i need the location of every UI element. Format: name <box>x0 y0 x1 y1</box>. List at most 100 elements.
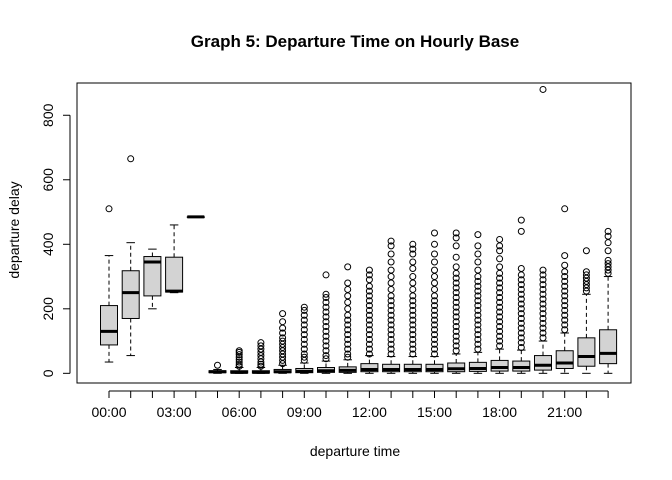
box-hour-11 <box>338 263 357 374</box>
outlier-point <box>517 314 525 322</box>
outlier-point <box>387 311 395 319</box>
outlier-point <box>452 289 460 297</box>
outlier-point <box>452 298 460 306</box>
outlier-point <box>604 239 612 247</box>
outlier-point <box>322 318 330 326</box>
outlier-point <box>344 321 352 329</box>
outlier-point <box>322 290 330 298</box>
outlier-point <box>452 253 460 261</box>
outlier-point <box>365 302 373 310</box>
x-axis-label: departure time <box>310 443 400 459</box>
outlier-point <box>387 335 395 343</box>
outlier-point <box>409 245 417 253</box>
outlier-point <box>431 273 438 281</box>
outlier-point <box>474 335 482 343</box>
outlier-point <box>300 331 308 339</box>
outlier-point <box>365 345 373 353</box>
outlier-point <box>474 306 482 314</box>
box-hour-18 <box>490 235 509 374</box>
outlier-point <box>387 237 395 245</box>
outlier-point <box>474 242 482 250</box>
outlier-point <box>517 227 525 235</box>
outlier-point <box>431 240 438 248</box>
outlier-point <box>235 347 243 355</box>
outlier-point <box>387 250 395 258</box>
outlier-point <box>561 302 569 310</box>
outlier-point <box>496 337 504 345</box>
box-hour-9 <box>295 303 314 374</box>
outlier-point <box>431 340 438 348</box>
plot-frame <box>76 82 632 384</box>
outlier-point <box>582 247 590 255</box>
outlier-point <box>279 310 287 318</box>
box-iqr <box>143 256 162 297</box>
outlier-point <box>517 344 525 352</box>
outlier-point <box>344 340 352 348</box>
outlier-point <box>365 316 373 324</box>
box-iqr <box>534 355 552 371</box>
box-hour-14 <box>403 240 422 374</box>
outlier-point <box>431 266 438 274</box>
outlier-point <box>365 266 373 274</box>
outlier-point <box>452 234 460 242</box>
outlier-point <box>365 287 373 295</box>
box-iqr <box>577 337 596 367</box>
outlier-point <box>279 329 287 337</box>
outlier-point <box>539 290 547 298</box>
outlier-point <box>300 321 308 329</box>
outlier-point <box>561 292 569 300</box>
outlier-point <box>344 316 352 324</box>
outlier-point <box>561 321 569 329</box>
outlier-point <box>539 329 547 337</box>
outlier-point <box>279 337 287 345</box>
outlier-point <box>452 332 460 340</box>
outlier-point <box>344 335 352 343</box>
outlier-point <box>496 308 504 316</box>
outlier-point <box>344 345 352 353</box>
outlier-point <box>496 303 504 311</box>
outlier-point <box>496 313 504 321</box>
outlier-point <box>344 263 352 271</box>
outlier-point <box>300 316 308 324</box>
outlier-point <box>561 306 569 314</box>
outlier-point <box>452 313 460 321</box>
box-hour-0 <box>100 205 118 363</box>
box-hour-13 <box>382 237 401 374</box>
outlier-point <box>539 300 547 308</box>
outlier-point <box>452 303 460 311</box>
outlier-point <box>431 302 438 310</box>
outlier-point <box>365 340 373 348</box>
outlier-point <box>452 242 460 250</box>
outlier-point <box>365 311 373 319</box>
outlier-point <box>496 279 504 287</box>
outlier-point <box>365 335 373 343</box>
outlier-point <box>431 297 438 305</box>
outlier-point <box>582 271 590 279</box>
outlier-point <box>387 285 395 293</box>
box-hour-20 <box>534 85 552 374</box>
outlier-point <box>387 242 395 250</box>
outlier-point <box>474 316 482 324</box>
outlier-point <box>279 334 287 342</box>
outlier-point <box>322 355 330 363</box>
outlier-point <box>496 289 504 297</box>
y-tick-label: 400 <box>40 232 56 256</box>
outlier-point <box>322 271 330 279</box>
outlier-point <box>431 229 438 237</box>
x-tick-label: 03:00 <box>157 404 192 420</box>
outlier-point <box>409 311 417 319</box>
box-hour-12 <box>360 266 379 374</box>
outlier-point <box>496 284 504 292</box>
outlier-point <box>496 263 504 271</box>
outlier-point <box>431 350 438 358</box>
outlier-point <box>365 297 373 305</box>
y-axis-label: departure delay <box>6 181 22 278</box>
outlier-point <box>409 297 417 305</box>
outlier-point <box>387 326 395 334</box>
outlier-point <box>474 311 482 319</box>
outlier-point <box>474 266 482 274</box>
y-tick-label: 200 <box>40 297 56 321</box>
outlier-point <box>409 264 417 272</box>
outlier-point <box>474 287 482 295</box>
outlier-point <box>235 351 243 359</box>
